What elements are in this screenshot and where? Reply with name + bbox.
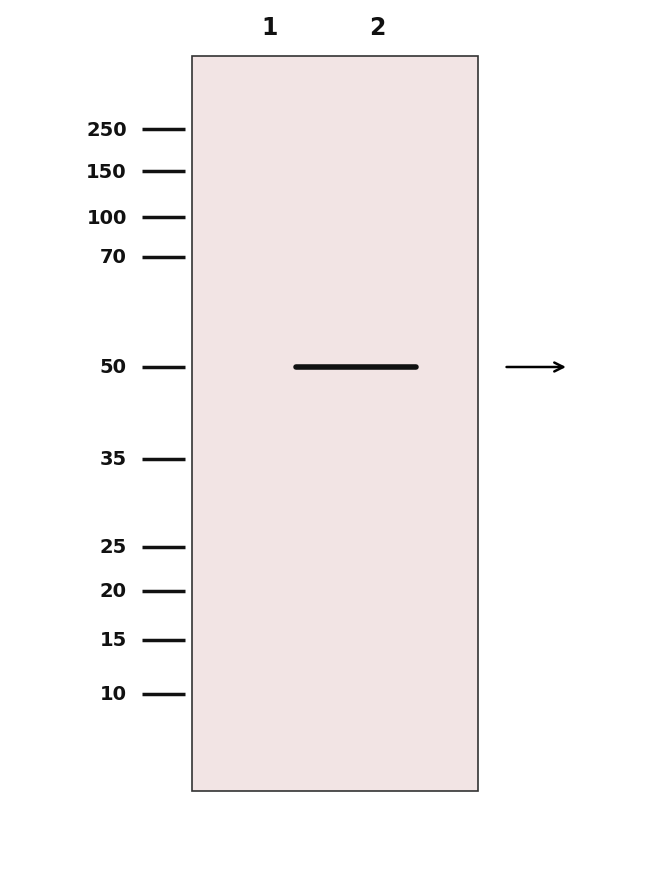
Text: 1: 1 bbox=[261, 16, 278, 40]
Text: 250: 250 bbox=[86, 121, 127, 139]
Text: 20: 20 bbox=[99, 582, 127, 600]
Text: 2: 2 bbox=[369, 16, 385, 40]
Text: 70: 70 bbox=[100, 249, 127, 267]
Text: 25: 25 bbox=[99, 538, 127, 557]
Bar bbox=[192, 56, 478, 791]
Text: 15: 15 bbox=[99, 631, 127, 650]
Text: 10: 10 bbox=[99, 685, 127, 704]
Text: 100: 100 bbox=[86, 209, 127, 227]
Text: 50: 50 bbox=[99, 358, 127, 377]
Text: 35: 35 bbox=[99, 450, 127, 469]
Text: 150: 150 bbox=[86, 163, 127, 182]
